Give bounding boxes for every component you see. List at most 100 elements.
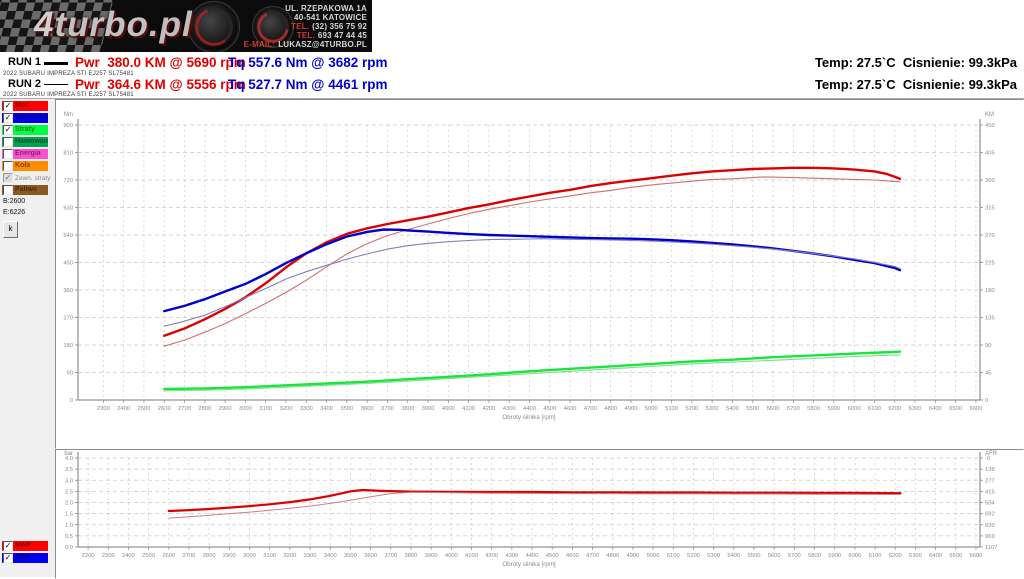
legend-item-energia-checkbox[interactable] [3,149,13,159]
y-left-tick-label: 900 [63,123,73,129]
run1-row: RUN 1 Pwr 380.0 KM @ 5690 rpm Tq 557.6 N… [0,55,1024,71]
legend-item-straty-label: Straty [15,126,35,133]
run2-environment: Temp: 27.5`C Cisnienie: 99.3kPa [814,77,1017,92]
logo-suffix: .pl [148,5,193,44]
y-right-tick-label: 225 [985,261,995,267]
y-right-tick-label: 450 [985,123,995,129]
y-right-tick-label: 135 [985,316,995,322]
boost-gauge-decoration [252,6,294,48]
legend-item-straty-checkbox[interactable]: ✓ [3,125,13,135]
y-left-tick-label: 540 [63,233,73,239]
contact-line-prefix: TEL. [291,22,310,31]
y-left-tick-label: 630 [63,206,73,212]
x-tick-label: 3100 [263,553,276,559]
x-tick-label: 3400 [324,553,337,559]
workspace-background: ✓Moc✓Moment obr.✓StratyHamowanieEnergiaK… [0,98,1024,579]
y-right-tick-label: 315 [985,206,995,212]
y-right-tick-label: 138 [985,467,995,473]
legend-item-hamowanie[interactable]: Hamowanie [2,137,48,147]
legend-item-ko-a[interactable]: Koła [2,161,48,171]
y-left-tick-label: 2.5 [65,489,73,495]
contact-line-3: TEL. 693 47 44 45 [244,31,367,40]
y-left-tick-label: 1.0 [65,523,73,529]
x-tick-label: 3500 [340,406,353,412]
x-tick-label: 6300 [909,553,922,559]
y-left-tick-label: 1.5 [65,512,73,518]
y-left-tick-label: 0 [70,398,73,404]
x-tick-label: 4800 [604,406,617,412]
x-tick-label: 4700 [584,406,597,412]
x-tick-label: 4200 [482,406,495,412]
x-tick-label: 3900 [422,406,435,412]
y-right-tick-label: -0 [985,456,990,462]
legend-item-afr[interactable]: ✓ AFR [2,553,48,563]
run2-row: RUN 2 Pwr 364.6 KM @ 5556 rpm Tq 527.7 N… [0,77,1024,93]
x-tick-label: 6500 [949,553,962,559]
y-left-tick-label: 270 [63,316,73,322]
logo-body: turbo [54,5,149,44]
legend-item-paliwo[interactable]: Paliwo [2,185,48,195]
x-tick-label: 4600 [564,406,577,412]
x-tick-label: 6400 [929,406,942,412]
legend-item-zewn-straty[interactable]: ✓ Zewn. straty [2,173,54,183]
legend-item-moc-checkbox[interactable]: ✓ [3,101,13,111]
x-tick-label: 2900 [223,553,236,559]
x-tick-label: 3200 [280,406,293,412]
x-tick-label: 6400 [929,553,942,559]
y-right-tick-label: 405 [985,151,995,157]
legend-item-zewn-straty-checkbox[interactable]: ✓ [3,173,13,183]
x-tick-label: 2300 [102,553,115,559]
x-tick-label: 5600 [768,553,781,559]
series-run1-map [167,488,902,513]
x-tick-label: 2800 [203,553,216,559]
contact-line-prefix: TEL. [296,31,315,40]
k-button[interactable]: k [3,221,18,238]
x-tick-label: 5900 [828,553,841,559]
legend-item-ko-a-checkbox[interactable] [3,161,13,171]
legend-item-moc-label: Moc [15,102,29,109]
x-tick-label: 6200 [888,406,901,412]
legend-item-hamowanie-checkbox[interactable] [3,137,13,147]
series-run2-moment [163,238,901,327]
x-tick-label: 5300 [706,406,719,412]
legend-item-straty[interactable]: ✓ Straty [2,125,48,135]
run-summary-area: RUN 1 Pwr 380.0 KM @ 5690 rpm Tq 557.6 N… [0,52,1024,98]
legend-item-moc[interactable]: ✓ Moc [2,101,48,111]
series-run2-moc [163,176,901,347]
legend-sidebar-bottom: ✓ MAP ✓ AFR [2,541,54,565]
legend-item-energia[interactable]: Energia [2,149,48,159]
contact-line-2: TEL. (32) 356 75 92 [244,22,367,31]
x-tick-label: 3600 [361,406,374,412]
legend-item-hamowanie-label: Hamowanie [15,138,48,145]
x-tick-label: 4000 [445,553,458,559]
x-tick-label: 2700 [178,406,191,412]
legend-item-map-checkbox[interactable]: ✓ [3,541,13,551]
run2-line-sample [44,84,68,85]
x-tick-label: 4400 [526,553,539,559]
y-left-tick-label: 3.0 [65,478,73,484]
x-tick-label: 3200 [283,553,296,559]
x-tick-label: 2900 [219,406,232,412]
legend-item-paliwo-checkbox[interactable] [3,185,13,195]
x-tick-label: 5200 [687,553,700,559]
x-tick-label: 5600 [767,406,780,412]
legend-item-moment-obr--checkbox[interactable]: ✓ [3,113,13,123]
y-right-tick-label: 360 [985,178,995,184]
y-right-tick-label: 830 [985,523,995,529]
legend-item-map[interactable]: ✓ MAP [2,541,48,551]
main-chart-plot: 2300 2400 2500 2600 2700 2800 2900 3000 3100 3200… [63,112,995,421]
y-right-tick-label: 45 [985,371,991,377]
x-tick-label: 4700 [586,553,599,559]
x-tick-label: 2800 [198,406,211,412]
header-banner: 4turbo.pl UL. RZEPAKOWA 1A 40-541 KATOWIC… [0,0,372,52]
x-tick-label: 3000 [239,406,252,412]
x-tick-label: 6100 [868,406,881,412]
y-right-tick-label: 554 [985,501,995,507]
legend-item-moment-obr-[interactable]: ✓Moment obr. [2,113,48,123]
x-tick-label: 2600 [162,553,175,559]
x-tick-label: 5100 [665,406,678,412]
x-tick-label: 4600 [566,553,579,559]
x-tick-label: 4900 [626,553,639,559]
legend-item-afr-checkbox[interactable]: ✓ [3,553,13,563]
legend-item-ko-a-label: Koła [15,162,31,169]
